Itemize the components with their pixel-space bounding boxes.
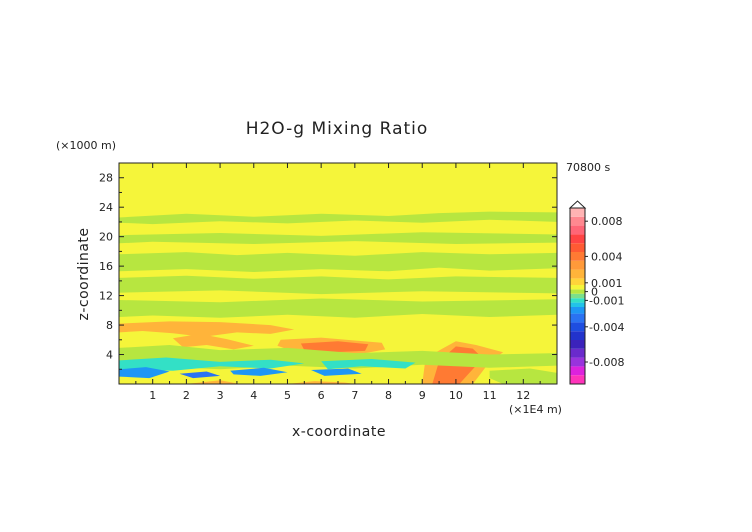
y-axis-label: z-coordinate (76, 227, 92, 320)
colorbar-swatch (570, 234, 585, 244)
time-label: 70800 s (566, 161, 610, 174)
colorbar-swatch (570, 331, 585, 340)
y-tick-label: 20 (99, 231, 113, 244)
colorbar-tick-label: 0 (591, 286, 598, 299)
y-tick-label: 24 (99, 201, 113, 214)
y-unit-label: (×1000 m) (56, 139, 116, 152)
colorbar-swatch (570, 302, 585, 307)
contour-plot-area (119, 163, 557, 384)
x-tick-label: 9 (419, 389, 426, 402)
contour-region-red-patch-center (300, 341, 369, 353)
colorbar-swatch (570, 357, 585, 367)
colorbar-tick-label: -0.008 (589, 356, 624, 369)
x-tick-label: 6 (318, 389, 325, 402)
x-tick-label: 12 (516, 389, 530, 402)
contour-region-cyan-band-low-left (119, 357, 305, 371)
colorbar-swatch (570, 348, 585, 358)
contour-region-blue-streak-1 (119, 367, 170, 379)
contour-region-green-low-right (489, 368, 557, 384)
x-tick-label: 8 (385, 389, 392, 402)
colorbar-tick-label: 0.008 (591, 215, 623, 228)
contour-region-blue-streak-2 (230, 367, 288, 376)
colorbar-swatch (570, 269, 585, 279)
colorbar-swatch (570, 285, 585, 290)
colorbar-swatch (570, 260, 585, 270)
y-tick-label: 8 (106, 319, 113, 332)
colorbar-tick-label: -0.001 (589, 294, 624, 307)
contour-region-orange-low-left (186, 380, 241, 384)
contour-region-green-band-20km (119, 232, 557, 244)
colorbar-swatch (570, 225, 585, 235)
contour-region-blue-streak-3 (179, 371, 221, 379)
colorbar-swatch (570, 289, 585, 294)
colorbar-swatch (570, 375, 585, 384)
x-tick-label: 10 (449, 389, 463, 402)
contour-region-yellow-band-12km (119, 290, 557, 303)
x-tick-label: 2 (183, 389, 190, 402)
x-tick-label: 5 (284, 389, 291, 402)
contour-region-orange-wave-a (172, 333, 254, 350)
colorbar-tick-label: 0.001 (591, 277, 623, 290)
colorbar-swatch (570, 216, 585, 226)
colorbar-swatch (570, 293, 585, 299)
y-tick-label: 12 (99, 290, 113, 303)
colorbar-swatch (570, 243, 585, 252)
chart-title: H2O-g Mixing Ratio (246, 119, 429, 139)
y-tick-label: 4 (106, 349, 113, 362)
x-axis-label: x-coordinate (292, 424, 386, 440)
colorbar-swatch (570, 278, 585, 285)
colorbar-swatch (570, 340, 585, 349)
contour-region-orange-streak-left (119, 321, 295, 337)
colorbar-extend-arrow (568, 200, 587, 209)
x-tick-label: 3 (217, 389, 224, 402)
contour-region-green-band-17km (119, 252, 557, 272)
contour-region-cyan-band-low-right (321, 359, 416, 370)
y-tick-label: 28 (99, 172, 113, 185)
colorbar-tick-label: 0.004 (591, 250, 623, 263)
colorbar-swatch (570, 252, 585, 261)
x-tick-label: 4 (250, 389, 257, 402)
colorbar-tick-label: -0.004 (589, 321, 624, 334)
colorbar-swatch (570, 313, 585, 323)
colorbar-frame (569, 207, 586, 385)
x-tick-label: 7 (351, 389, 358, 402)
x-tick-label: 1 (149, 389, 156, 402)
colorbar-swatch (570, 322, 585, 332)
colorbar-swatch (570, 366, 585, 376)
colorbar-swatch (570, 307, 585, 314)
colorbar-swatch (570, 208, 585, 217)
contour-region-blue-streak-4 (311, 368, 362, 376)
contour-region-green-band-23km (119, 211, 557, 225)
x-unit-label: (×1E4 m) (509, 403, 562, 416)
x-tick-label: 11 (483, 389, 497, 402)
y-tick-label: 16 (99, 260, 113, 273)
colorbar-swatch (570, 298, 585, 303)
